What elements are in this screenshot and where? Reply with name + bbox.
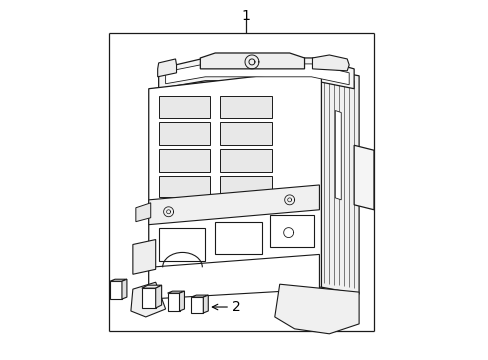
Polygon shape — [155, 285, 162, 308]
Polygon shape — [220, 176, 271, 197]
Polygon shape — [148, 185, 319, 225]
Polygon shape — [220, 96, 271, 118]
Polygon shape — [167, 291, 184, 293]
Polygon shape — [165, 64, 348, 85]
Polygon shape — [122, 279, 127, 299]
Polygon shape — [148, 69, 321, 287]
Polygon shape — [321, 69, 358, 294]
Text: 1: 1 — [241, 9, 250, 23]
Polygon shape — [179, 291, 184, 311]
Polygon shape — [312, 55, 348, 71]
Polygon shape — [191, 297, 203, 313]
Polygon shape — [220, 149, 271, 172]
Polygon shape — [133, 239, 155, 274]
Polygon shape — [110, 279, 127, 281]
Polygon shape — [158, 58, 353, 89]
Polygon shape — [158, 228, 205, 261]
Polygon shape — [220, 122, 271, 145]
Polygon shape — [191, 295, 208, 297]
Polygon shape — [269, 215, 314, 247]
Polygon shape — [110, 281, 122, 299]
Polygon shape — [158, 96, 210, 118]
Polygon shape — [131, 282, 165, 317]
Polygon shape — [142, 285, 162, 288]
Polygon shape — [353, 145, 373, 210]
Polygon shape — [203, 295, 208, 313]
Polygon shape — [157, 59, 176, 77]
Polygon shape — [142, 288, 155, 308]
Polygon shape — [158, 122, 210, 145]
Polygon shape — [335, 111, 341, 200]
Polygon shape — [148, 255, 319, 299]
Polygon shape — [200, 53, 304, 69]
Polygon shape — [274, 284, 358, 334]
Polygon shape — [215, 222, 262, 255]
Polygon shape — [167, 293, 179, 311]
Polygon shape — [136, 203, 150, 222]
Text: 2: 2 — [232, 300, 241, 314]
Polygon shape — [158, 176, 210, 197]
Polygon shape — [158, 149, 210, 172]
